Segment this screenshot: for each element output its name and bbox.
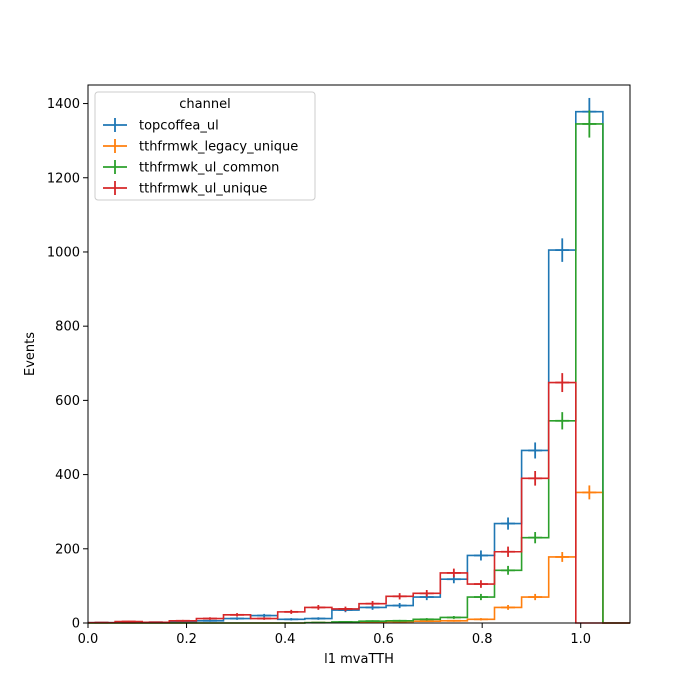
legend-label: topcoffea_ul <box>139 119 219 134</box>
series-tthfrmwk_ul_unique <box>88 373 630 624</box>
legend-label: tthfrmwk_ul_unique <box>139 182 267 197</box>
axes-frame <box>87 84 631 624</box>
legend-entries: topcoffea_ul tthfrmwk_legacy_uniquetthfrm… <box>103 118 298 197</box>
y-axis-label: Events <box>23 332 38 376</box>
legend-entry: topcoffea_ul <box>103 118 219 134</box>
y-axis: 0 200 400 600 800 1000 1200 1400 <box>47 97 88 632</box>
y-tick-label: 800 <box>55 320 80 335</box>
legend-entry: tthfrmwk_legacy_unique <box>103 139 298 155</box>
x-tick-label: 0.8 <box>472 632 493 647</box>
legend: channel topcoffea_ul tthfrmwk_legacy_uniq… <box>94 91 316 201</box>
y-tick-label: 1000 <box>47 245 80 260</box>
x-tick-label: 0.6 <box>373 632 394 647</box>
legend-box <box>94 91 316 201</box>
legend-label: tthfrmwk_legacy_unique <box>139 140 298 155</box>
x-axis-label: l1 mvaTTH <box>324 652 394 667</box>
legend-label: tthfrmwk_ul_common <box>139 161 279 176</box>
y-tick-label: 0 <box>72 617 80 632</box>
legend-entry: tthfrmwk_ul_common <box>103 160 279 176</box>
x-tick-label: 0.0 <box>78 632 99 647</box>
y-tick-label: 600 <box>55 394 80 409</box>
legend-entry: tthfrmwk_ul_unique <box>103 181 267 197</box>
x-axis: 0.0 0.2 0.4 0.6 0.8 1.0 <box>78 623 591 647</box>
x-tick-label: 1.0 <box>570 632 591 647</box>
y-tick-label: 200 <box>55 542 80 557</box>
y-tick-label: 1400 <box>47 97 80 112</box>
x-tick-label: 0.4 <box>275 632 296 647</box>
y-tick-label: 1200 <box>47 171 80 186</box>
legend-title: channel <box>179 97 230 112</box>
y-tick-label: 400 <box>55 468 80 483</box>
x-tick-label: 0.2 <box>176 632 197 647</box>
